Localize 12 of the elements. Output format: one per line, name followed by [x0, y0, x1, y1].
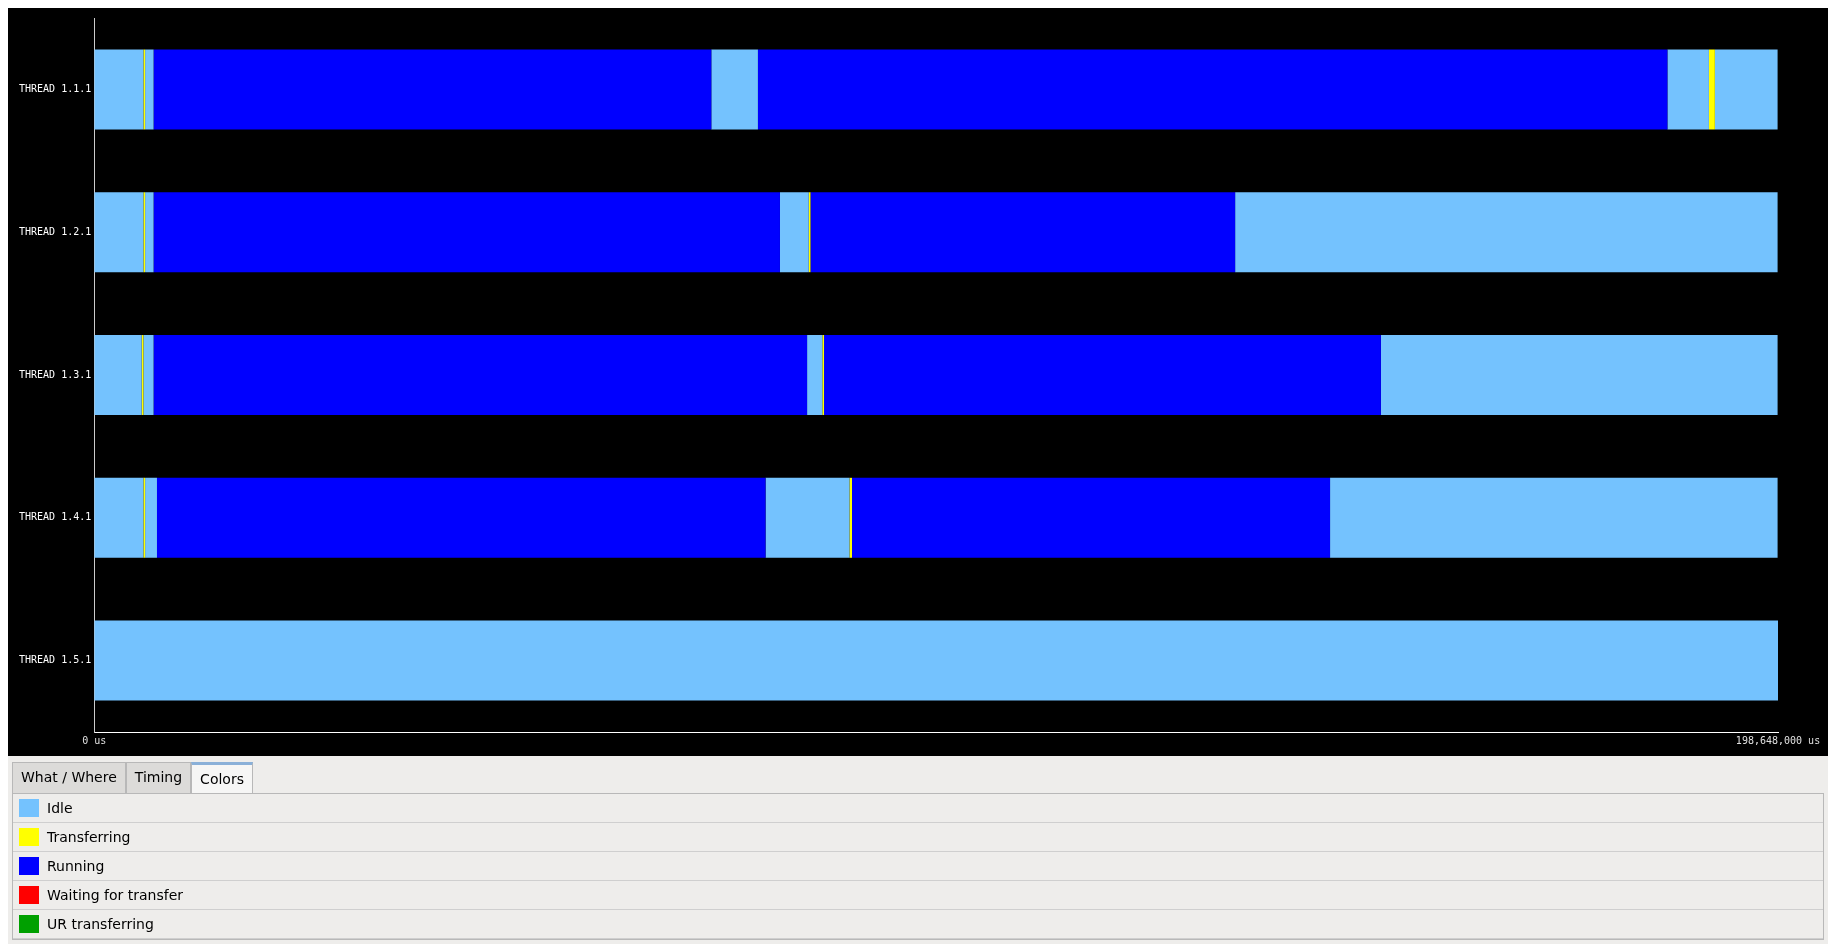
y-tick-label: THREAD 1.5.1: [19, 654, 92, 666]
x-tick-label: 0 us: [82, 734, 107, 746]
legend-label: Waiting for transfer: [47, 887, 183, 903]
legend-label: UR transferring: [47, 916, 154, 932]
legend-label: Transferring: [47, 829, 131, 845]
legend-label: Running: [47, 858, 105, 874]
x-tick-label: 198,648,000 us: [1735, 734, 1821, 746]
y-tick-label: THREAD 1.4.1: [19, 511, 92, 523]
legend-label: Idle: [47, 800, 73, 816]
y-tick-label: THREAD 1.2.1: [19, 225, 92, 237]
y-tick-label: THREAD 1.3.1: [19, 368, 92, 380]
y-tick-label: THREAD 1.1.1: [19, 82, 92, 94]
